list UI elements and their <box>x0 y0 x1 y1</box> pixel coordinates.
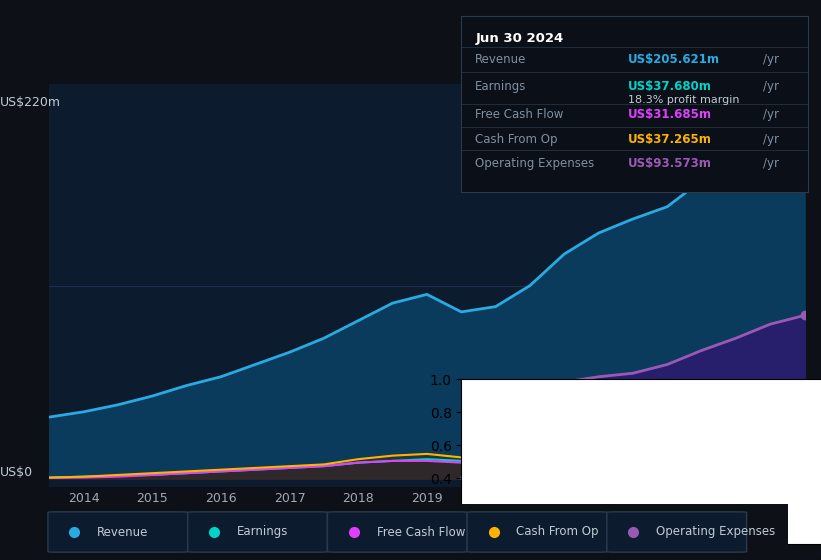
Text: Earnings: Earnings <box>475 80 526 93</box>
Text: US$205.621m: US$205.621m <box>628 53 720 66</box>
Text: Jun 30 2024: Jun 30 2024 <box>475 31 563 45</box>
Text: Free Cash Flow: Free Cash Flow <box>475 108 564 121</box>
Text: US$93.573m: US$93.573m <box>628 157 712 170</box>
Text: Free Cash Flow: Free Cash Flow <box>377 525 465 539</box>
Text: /yr: /yr <box>763 53 779 66</box>
Text: US$220m: US$220m <box>0 96 61 109</box>
FancyBboxPatch shape <box>188 512 328 552</box>
Text: /yr: /yr <box>763 108 779 121</box>
Text: /yr: /yr <box>763 133 779 146</box>
FancyBboxPatch shape <box>48 512 188 552</box>
Text: Cash From Op: Cash From Op <box>475 133 557 146</box>
FancyBboxPatch shape <box>607 512 746 552</box>
Text: Revenue: Revenue <box>97 525 149 539</box>
Text: 18.3% profit margin: 18.3% profit margin <box>628 95 739 105</box>
Text: Cash From Op: Cash From Op <box>516 525 599 539</box>
Text: /yr: /yr <box>763 80 779 93</box>
Text: US$37.265m: US$37.265m <box>628 133 712 146</box>
Text: US$31.685m: US$31.685m <box>628 108 712 121</box>
Text: US$37.680m: US$37.680m <box>628 80 712 93</box>
Text: /yr: /yr <box>763 157 779 170</box>
Text: Revenue: Revenue <box>475 53 526 66</box>
Text: US$0: US$0 <box>0 466 34 479</box>
FancyBboxPatch shape <box>467 512 607 552</box>
Text: Earnings: Earnings <box>236 525 288 539</box>
Text: Operating Expenses: Operating Expenses <box>475 157 594 170</box>
FancyBboxPatch shape <box>328 512 467 552</box>
Text: Operating Expenses: Operating Expenses <box>656 525 775 539</box>
